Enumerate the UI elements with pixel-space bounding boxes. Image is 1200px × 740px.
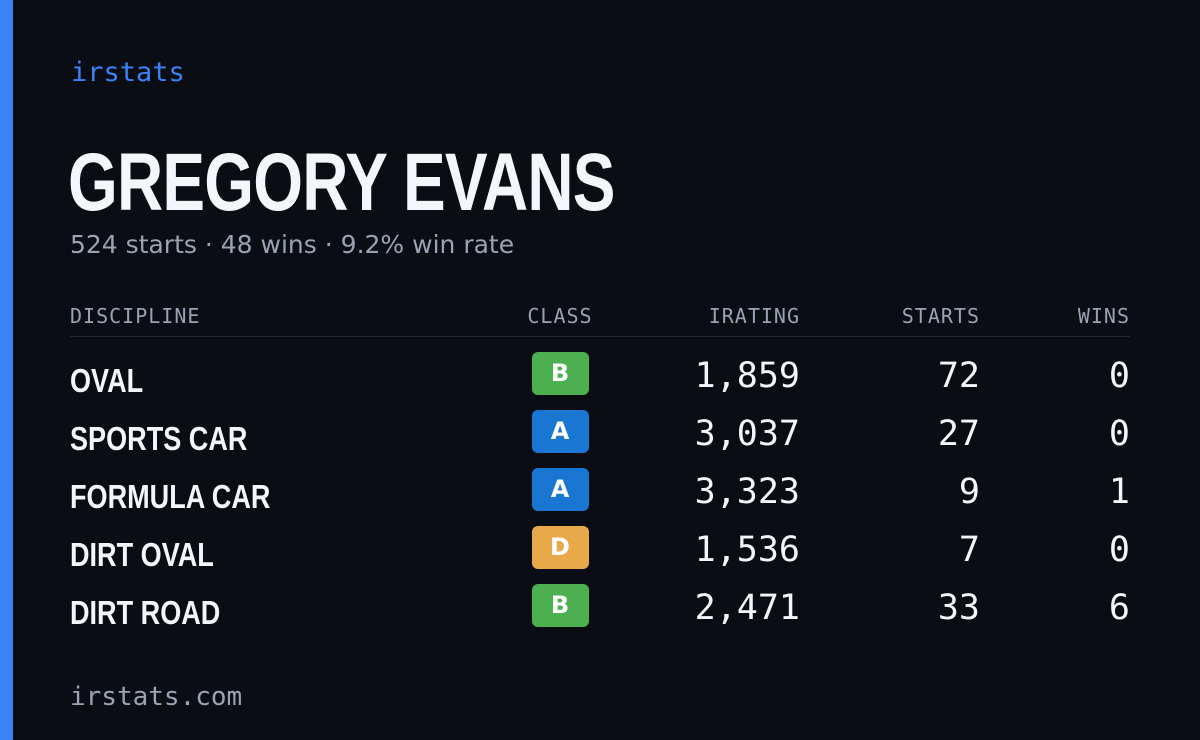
table-row: SPORTS CAR A 3,037 27 0 [70,405,1130,463]
starts-value: 72 [937,356,980,396]
header-discipline: DISCIPLINE [70,296,490,337]
wins-value: 0 [1108,414,1130,454]
wins-value: 0 [1108,356,1130,396]
starts-summary: 524 starts [70,230,197,259]
class-badge: A [531,409,589,453]
starts-value: 7 [958,530,980,570]
brand-logo-text: irstats [71,57,185,88]
irating-value: 3,037 [694,414,800,454]
win-rate-summary: 9.2% win rate [340,230,515,259]
irating-value: 1,536 [694,530,800,570]
wins-summary: 48 wins [220,230,317,259]
starts-value: 33 [937,588,980,628]
starts-value: 9 [958,472,980,512]
wins-value: 1 [1108,472,1130,512]
wins-value: 6 [1108,588,1130,628]
header-class: CLASS [490,296,630,337]
table-row: OVAL B 1,859 72 0 [70,337,1130,406]
header-irating: IRATING [630,296,800,337]
class-badge: A [531,467,589,511]
discipline-name: DIRT ROAD [70,594,221,631]
footer-url: irstats.com [70,682,243,712]
summary-separator: · [324,230,333,259]
irating-value: 3,323 [694,472,800,512]
class-badge: B [531,351,589,395]
table-row: DIRT ROAD B 2,471 33 6 [70,579,1130,637]
summary-separator: · [204,230,213,259]
table-header-row: DISCIPLINE CLASS IRATING STARTS WINS [70,296,1130,337]
discipline-table: DISCIPLINE CLASS IRATING STARTS WINS OVA… [70,296,1130,637]
starts-value: 27 [937,414,980,454]
discipline-name: DIRT OVAL [70,536,214,573]
table-row: DIRT OVAL D 1,536 7 0 [70,521,1130,579]
irating-value: 1,859 [694,356,800,396]
header-wins: WINS [980,296,1130,337]
irating-value: 2,471 [694,588,800,628]
driver-summary: 524 starts · 48 wins · 9.2% win rate [70,228,514,262]
wins-value: 0 [1108,530,1130,570]
discipline-name: FORMULA CAR [70,478,271,515]
discipline-name: SPORTS CAR [70,420,248,457]
header-starts: STARTS [800,296,980,337]
class-badge: D [531,525,589,569]
accent-bar [0,0,13,740]
discipline-name: OVAL [70,362,144,399]
table-row: FORMULA CAR A 3,323 9 1 [70,463,1130,521]
class-badge: B [531,583,589,627]
driver-name: GREGORY EVANS [68,137,615,228]
